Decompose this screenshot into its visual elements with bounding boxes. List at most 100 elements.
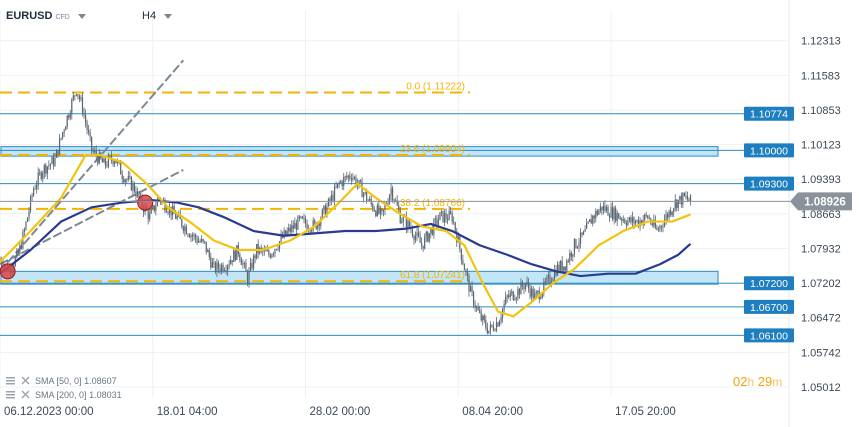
candle-body [601,206,603,211]
candle-body [260,247,262,250]
candle-body [340,181,342,183]
x-tick-label: 28.02 00:00 [310,406,371,418]
candle-body [422,245,424,249]
candle-body [590,219,592,224]
candle-body [254,255,256,259]
candle-body [257,244,259,254]
candle-body [527,281,530,289]
candle-body [566,260,568,271]
candle-body [549,275,551,283]
candle-body [561,261,563,271]
candle-body [688,199,690,201]
candle-body [503,304,505,310]
candle-body [595,210,597,219]
candle-body [512,291,514,300]
candle-body [275,249,278,251]
legend-label: SMA [200, 0] [35,390,87,400]
candle-body [476,306,478,308]
candle-body [107,156,110,167]
candle-body [430,228,432,234]
candle-body [89,132,91,137]
candle-body [679,196,681,200]
indicator-settings-icon[interactable] [6,376,15,385]
close-icon[interactable] [21,376,30,385]
candle-body [349,175,351,179]
candle-body [217,262,220,269]
candle-body [631,217,634,223]
candle-body [656,227,658,230]
trend-channel-line [0,168,184,266]
candle-body [578,243,580,247]
candle-body [191,235,194,237]
candle-body [447,218,449,220]
legend-item-sma50[interactable]: SMA [50, 0] 1.08607 [6,376,117,386]
candle-body [540,297,542,300]
candle-body [341,181,343,187]
candle-body [434,218,436,220]
candle-body [424,236,426,249]
candle-body [242,263,244,265]
candle-body [657,229,660,231]
candle-body [188,235,191,238]
symbol-type-label: CFD [55,14,70,21]
candle-countdown: 02h 29m [733,374,782,389]
y-tick-label: 1.05012 [801,382,841,394]
candle-body [414,236,417,240]
candle-body [674,199,676,209]
candle-body [526,281,528,284]
candle-body [466,271,469,276]
candle-body [443,213,446,223]
candle-body [248,270,250,284]
candle-body [71,99,73,115]
level-price-tag [744,328,794,343]
x-tick-label: 06.12.2023 00:00 [4,406,94,418]
candle-body [364,192,366,194]
candle-body [665,214,667,220]
close-icon[interactable] [21,390,30,399]
candle-body [185,226,187,235]
candle-body [686,196,689,200]
candle-body [622,219,624,221]
candle-body [243,262,246,264]
candle-body [399,210,401,224]
candle-body [483,315,485,321]
candle-body [634,221,637,224]
candle-body [535,291,537,294]
candle-body [91,136,93,152]
candle-body [361,182,363,198]
candle-body [57,149,59,155]
candle-body [129,176,131,178]
candle-body [605,207,608,211]
candle-body [587,221,589,224]
symbol-selector[interactable]: EURUSD CFD [6,10,86,22]
candle-body [662,226,664,228]
candle-body [109,156,111,158]
candle-body [289,227,291,233]
candle-body [196,238,198,243]
candle-body [29,196,32,211]
candle-body [497,322,499,327]
indicator-settings-icon[interactable] [6,390,15,399]
candle-body [411,229,414,236]
support-resistance-zone [0,146,719,157]
candle-body [469,286,472,292]
candle-body [135,191,137,197]
signal-marker [137,194,154,211]
candle-body [390,188,392,196]
legend-value: 1.08031 [89,390,122,400]
candle-body [611,207,614,220]
candle-body [460,248,462,260]
candle-body [181,219,183,227]
candle-body [222,264,224,271]
candle-body [265,249,267,252]
candle-body [311,230,313,232]
level-price-label: 1.09300 [750,179,788,191]
timeframe-selector[interactable]: H4 [142,10,173,22]
legend-item-sma200[interactable]: SMA [200, 0] 1.08031 [6,390,122,400]
candle-body [453,221,455,223]
candle-body [86,122,88,131]
candle-body [297,216,299,230]
candle-body [550,281,553,283]
candle-body [81,97,84,113]
